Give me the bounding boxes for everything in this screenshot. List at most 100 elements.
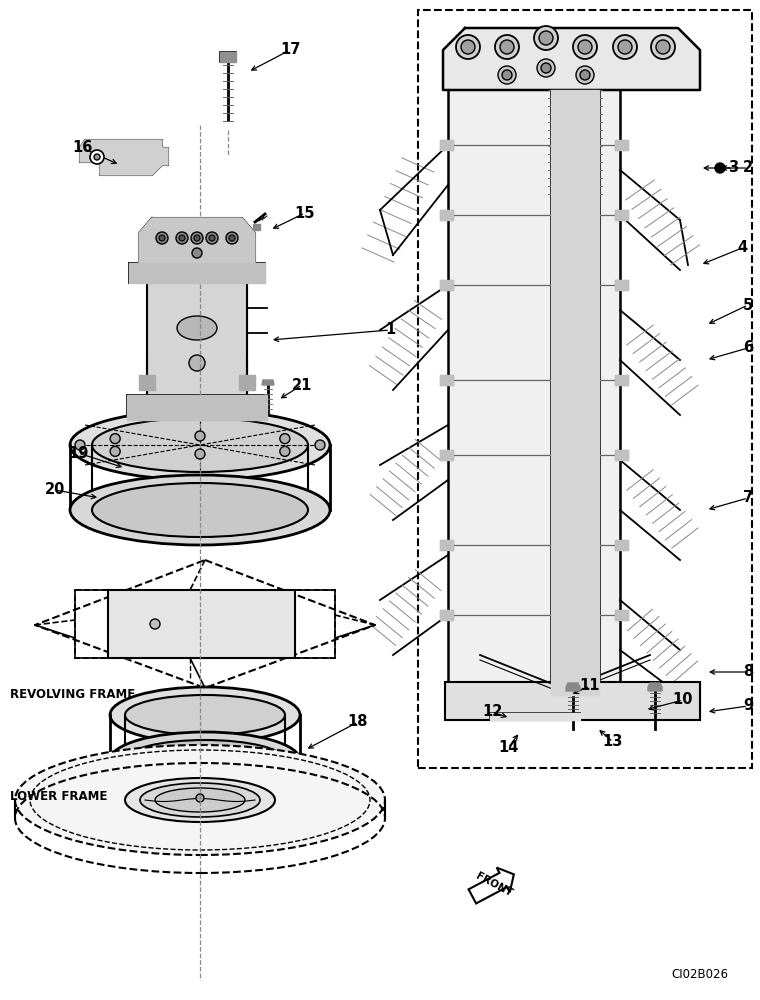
Ellipse shape [125, 695, 285, 735]
Polygon shape [129, 263, 265, 283]
Circle shape [192, 248, 202, 258]
Text: 9: 9 [743, 698, 753, 714]
Text: 8: 8 [743, 664, 753, 680]
Circle shape [656, 40, 670, 54]
Polygon shape [139, 375, 155, 390]
Circle shape [94, 154, 100, 160]
Circle shape [618, 40, 632, 54]
Circle shape [495, 35, 519, 59]
Bar [440, 140, 453, 150]
Text: FRONT: FRONT [474, 871, 515, 898]
Circle shape [580, 70, 590, 80]
Circle shape [226, 232, 238, 244]
Polygon shape [448, 90, 620, 700]
Circle shape [576, 66, 594, 84]
Circle shape [189, 355, 205, 371]
Polygon shape [615, 210, 628, 220]
Text: 11: 11 [580, 678, 600, 694]
Ellipse shape [15, 745, 385, 855]
Polygon shape [440, 450, 453, 460]
Text: LOWER FRAME: LOWER FRAME [10, 790, 107, 802]
Circle shape [573, 35, 597, 59]
Text: 16: 16 [71, 140, 92, 155]
Bar [220, 52, 236, 62]
Circle shape [196, 794, 204, 802]
Bar [129, 263, 265, 283]
Text: 5: 5 [743, 298, 753, 312]
Circle shape [90, 150, 104, 164]
Polygon shape [440, 280, 453, 290]
Circle shape [315, 440, 325, 450]
Circle shape [191, 232, 203, 244]
Bar [418, 10, 752, 768]
Circle shape [110, 434, 120, 444]
Text: CI02B026: CI02B026 [672, 968, 729, 982]
Polygon shape [127, 395, 267, 420]
Bar [440, 540, 453, 550]
Polygon shape [648, 683, 662, 691]
Polygon shape [147, 263, 247, 400]
Text: 2: 2 [743, 160, 753, 176]
Bar [615, 375, 628, 385]
Circle shape [500, 40, 514, 54]
Polygon shape [262, 380, 274, 385]
Polygon shape [440, 375, 453, 385]
Polygon shape [220, 52, 236, 62]
Text: 21: 21 [292, 377, 312, 392]
Circle shape [537, 59, 555, 77]
Polygon shape [551, 90, 599, 695]
Bar [615, 210, 628, 220]
Circle shape [156, 232, 168, 244]
Circle shape [502, 70, 512, 80]
Circle shape [110, 446, 120, 456]
Ellipse shape [92, 418, 308, 472]
Polygon shape [253, 224, 260, 230]
Circle shape [229, 235, 235, 241]
Polygon shape [80, 140, 168, 175]
Polygon shape [440, 610, 453, 620]
Bar [445, 682, 700, 720]
Circle shape [613, 35, 637, 59]
Polygon shape [615, 280, 628, 290]
Circle shape [176, 232, 188, 244]
Text: 3: 3 [728, 160, 738, 176]
Text: 19: 19 [68, 446, 88, 460]
Text: 17: 17 [280, 42, 300, 57]
Circle shape [195, 431, 205, 441]
Circle shape [179, 235, 185, 241]
Circle shape [194, 235, 200, 241]
Polygon shape [139, 218, 255, 263]
Bar [615, 280, 628, 290]
Ellipse shape [110, 732, 300, 788]
Circle shape [715, 163, 725, 173]
Circle shape [195, 449, 205, 459]
Ellipse shape [140, 783, 260, 817]
Circle shape [578, 40, 592, 54]
Polygon shape [108, 590, 295, 658]
Bar [440, 450, 453, 460]
Polygon shape [440, 140, 453, 150]
Bar [615, 540, 628, 550]
Ellipse shape [155, 788, 245, 812]
Circle shape [159, 235, 165, 241]
Polygon shape [566, 683, 580, 691]
Text: 20: 20 [45, 483, 65, 497]
Ellipse shape [70, 410, 330, 480]
Circle shape [461, 40, 475, 54]
Bar [615, 140, 628, 150]
Polygon shape [490, 713, 580, 720]
Polygon shape [615, 450, 628, 460]
Circle shape [150, 619, 160, 629]
Bar [440, 280, 453, 290]
Bar [127, 395, 267, 420]
Text: 12: 12 [482, 704, 502, 720]
Polygon shape [440, 540, 453, 550]
Circle shape [206, 232, 218, 244]
Circle shape [75, 440, 85, 450]
Circle shape [280, 446, 290, 456]
Text: 6: 6 [743, 340, 753, 356]
Bar [440, 210, 453, 220]
Circle shape [209, 235, 215, 241]
Circle shape [498, 66, 516, 84]
Text: 4: 4 [737, 240, 747, 255]
